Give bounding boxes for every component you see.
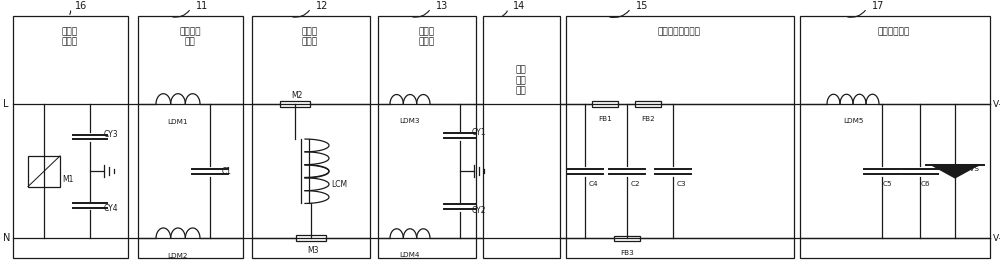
Text: 电源
转换
模块: 电源 转换 模块	[516, 66, 526, 96]
Bar	[280, 101, 310, 107]
Text: C2: C2	[630, 181, 640, 187]
Text: 13: 13	[436, 1, 448, 11]
Bar	[800, 16, 990, 258]
Text: LDM3: LDM3	[400, 118, 420, 124]
Bar	[378, 16, 476, 258]
Text: M1: M1	[62, 175, 73, 184]
Text: C4: C4	[588, 181, 598, 187]
Text: 15: 15	[636, 1, 648, 11]
Bar	[566, 16, 794, 258]
Text: 低通滤波模块: 低通滤波模块	[878, 27, 910, 36]
Text: 16: 16	[75, 1, 87, 11]
Bar	[635, 101, 661, 107]
Text: V+: V+	[993, 100, 1000, 109]
Bar	[296, 235, 326, 241]
Text: C5: C5	[882, 181, 892, 187]
Text: 第三防
护模块: 第三防 护模块	[62, 27, 78, 47]
Text: V−: V−	[993, 234, 1000, 243]
Text: 第一防护
模块: 第一防护 模块	[179, 27, 201, 47]
Text: 11: 11	[196, 1, 208, 11]
Text: CY4: CY4	[104, 204, 119, 213]
Text: CY3: CY3	[104, 130, 119, 139]
Text: C6: C6	[920, 181, 930, 187]
Text: N: N	[3, 233, 10, 243]
Text: 14: 14	[513, 1, 525, 11]
Text: FB2: FB2	[641, 116, 655, 122]
Text: CY1: CY1	[472, 128, 487, 137]
Text: FB1: FB1	[598, 116, 612, 122]
Text: 共模滤
波模块: 共模滤 波模块	[302, 27, 318, 47]
Polygon shape	[931, 165, 979, 178]
Text: LDM5: LDM5	[843, 118, 863, 124]
Text: C1: C1	[222, 167, 232, 176]
Text: FB3: FB3	[620, 250, 634, 256]
Bar	[592, 101, 618, 107]
Text: LDM1: LDM1	[168, 119, 188, 125]
Text: 第二防
护模块: 第二防 护模块	[419, 27, 435, 47]
Text: 干扰噪声滤波模块: 干扰噪声滤波模块	[658, 27, 700, 36]
Text: TVS: TVS	[965, 165, 979, 172]
Bar	[483, 16, 560, 258]
Text: 12: 12	[316, 1, 328, 11]
Text: M3: M3	[307, 246, 319, 255]
Text: LDM2: LDM2	[168, 253, 188, 259]
Text: LCM: LCM	[331, 180, 347, 189]
Bar	[252, 16, 370, 258]
Bar	[28, 156, 60, 187]
Text: LDM4: LDM4	[400, 252, 420, 258]
Text: L: L	[3, 99, 8, 109]
Bar	[614, 236, 640, 241]
Text: 17: 17	[872, 1, 884, 11]
Text: CY2: CY2	[472, 206, 487, 215]
Bar	[138, 16, 243, 258]
Text: C3: C3	[676, 181, 686, 187]
Bar	[13, 16, 128, 258]
Text: M2: M2	[291, 91, 303, 99]
